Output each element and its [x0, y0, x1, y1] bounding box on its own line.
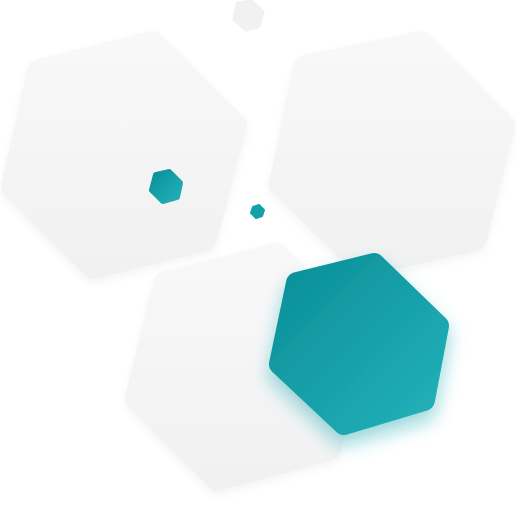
teal-hexagon-small	[149, 169, 183, 204]
teal-hexagon-tiny	[250, 204, 265, 219]
light-hexagon-top-right	[269, 31, 515, 277]
light-hexagon-top-left	[1, 31, 247, 279]
light-hexagon-small	[232, 0, 265, 32]
teal-hexagon-large	[269, 253, 449, 435]
